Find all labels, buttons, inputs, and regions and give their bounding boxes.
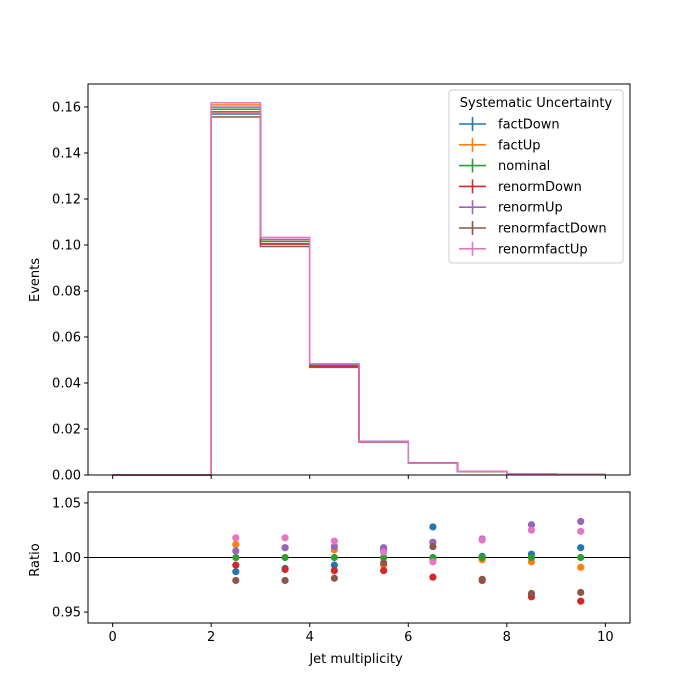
- y-tick-label: 0.00: [52, 469, 81, 484]
- ratio-point-renormup: [232, 547, 240, 555]
- legend-entries: factDown factUp nominal renormDown renormUp r…: [459, 117, 607, 257]
- ratio-y-axis-label: Ratio: [28, 543, 43, 576]
- ratio-point-nominal: [380, 553, 388, 562]
- x-tick-label: 4: [306, 630, 314, 645]
- ratio-y-tick-label: 1.00: [52, 551, 81, 566]
- ratio-point-nominal: [527, 553, 536, 562]
- ratio-point-renormup: [330, 542, 338, 551]
- y-tick-label: 0.16: [52, 101, 81, 116]
- histogram-renormfactup: [112, 101, 606, 476]
- ratio-point-factdown: [330, 561, 338, 569]
- ratio-point-factdown: [429, 523, 437, 531]
- x-axis-label: Jet multiplicity: [308, 652, 403, 667]
- ratio-point-renormfactup: [330, 537, 338, 545]
- ratio-point-renormfactdown: [380, 559, 388, 567]
- ratio-point-renormup: [577, 517, 585, 526]
- ratio-point-renormdown: [232, 561, 240, 569]
- ratio-point-renormfactdown: [330, 574, 338, 582]
- ratio-point-renormfactdown: [232, 576, 240, 585]
- legend-label-nominal: nominal: [498, 159, 550, 174]
- x-tick-label: 2: [207, 630, 215, 645]
- ratio-point-renormfactup: [232, 534, 240, 542]
- ratio-point-renormfactup: [281, 534, 289, 542]
- y-tick-label: 0.04: [52, 377, 81, 392]
- ratio-point-nominal: [232, 553, 240, 562]
- ratio-point-renormfactup: [527, 526, 536, 534]
- legend-label-factup: factUp: [498, 138, 541, 153]
- ratio-point-factdown: [232, 568, 240, 576]
- ratio-y-tick-label: 0.95: [52, 606, 81, 621]
- ratio-point-renormdown: [429, 573, 437, 581]
- ratio-point-renormfactdown: [281, 576, 289, 585]
- main-plot-area: [112, 101, 606, 476]
- y-tick-label: 0.06: [52, 331, 81, 346]
- ratio-point-nominal: [330, 553, 338, 562]
- legend-label-factdown: factDown: [498, 118, 560, 133]
- ratio-point-renormfactdown: [429, 542, 437, 551]
- legend-label-renormfactup: renormfactUp: [498, 242, 588, 257]
- y-tick-label: 0.08: [52, 285, 81, 300]
- ratio-point-renormfactdown: [527, 589, 536, 598]
- ratio-point-nominal: [577, 553, 585, 562]
- ratio-y-ticks: 0.95 1.00 1.05: [52, 496, 88, 621]
- y-tick-label: 0.10: [52, 239, 81, 254]
- y-tick-label: 0.12: [52, 193, 81, 208]
- ratio-plot-area: [88, 517, 630, 605]
- ratio-point-renormdown: [380, 567, 388, 575]
- ratio-point-renormfactdown: [577, 588, 585, 597]
- ratio-point-renormdown: [281, 565, 289, 574]
- ratio-point-factdown: [577, 544, 585, 552]
- ratio-point-factup: [577, 563, 585, 571]
- main-y-ticks: 0.00 0.02 0.04 0.06 0.08 0.10 0.12 0.14 0.16: [52, 101, 88, 484]
- y-axis-label: Events: [28, 258, 43, 302]
- main-panel: 0.00 0.02 0.04 0.06 0.08 0.10 0.12 0.14 0.16 Eve…: [28, 83, 631, 484]
- legend-label-renormdown: renormDown: [498, 180, 582, 195]
- ratio-point-renormfactup: [478, 536, 486, 544]
- x-tick-label: 0: [108, 630, 116, 645]
- legend: Systematic Uncertainty factDown factUp nom…: [448, 89, 624, 264]
- legend-label-renormfactdown: renormfactDown: [498, 222, 607, 237]
- y-tick-label: 0.02: [52, 423, 81, 438]
- ratio-point-factup: [232, 540, 240, 549]
- y-tick-label: 0.14: [52, 147, 81, 162]
- x-tick-label: 8: [503, 630, 511, 645]
- ratio-y-tick-label: 1.05: [52, 496, 81, 511]
- x-tick-label: 6: [404, 630, 412, 645]
- main-x-ticks: [112, 475, 606, 479]
- legend-title: Systematic Uncertainty: [460, 96, 613, 111]
- legend-box: [448, 89, 624, 264]
- main-axes-frame: [87, 83, 631, 476]
- ratio-point-nominal: [281, 553, 289, 562]
- ratio-point-renormfactdown: [478, 575, 486, 583]
- ratio-point-nominal: [478, 553, 486, 562]
- ratio-point-renormfactup: [577, 527, 585, 535]
- legend-label-renormup: renormUp: [498, 201, 563, 216]
- ratio-point-renormdown: [577, 597, 585, 605]
- ratio-x-ticks: 0 2 4 6 8 10: [108, 623, 614, 645]
- ratio-point-renormup: [281, 544, 289, 552]
- ratio-point-renormup: [527, 521, 536, 529]
- ratio-panel: 0.95 1.00 1.05 0 2 4 6 8 10 Ratio Jet multiplic…: [28, 491, 631, 667]
- ratio-point-renormdown: [330, 567, 338, 575]
- ratio-point-renormfactup: [429, 558, 437, 566]
- x-tick-label: 10: [597, 630, 614, 645]
- ratio-point-renormfactup: [380, 548, 388, 556]
